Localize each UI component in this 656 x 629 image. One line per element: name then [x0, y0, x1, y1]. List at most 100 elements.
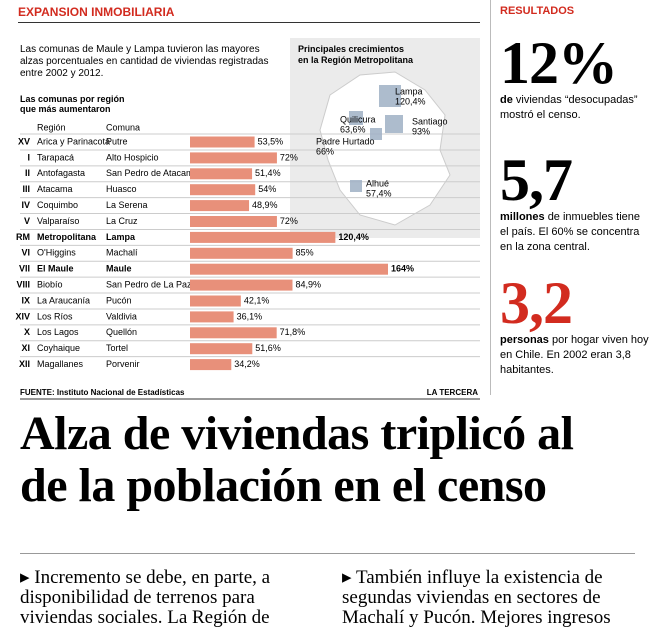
value-label: 84,9%: [296, 279, 322, 289]
result-figure: 5,7: [500, 147, 573, 213]
headline: Alza de viviendas triplicó al de la pobl…: [20, 407, 574, 512]
result: 3,2 personas por hogar viven hoy en Chile…: [500, 273, 650, 378]
value-label: 53,5%: [258, 136, 284, 146]
region-name: Magallanes: [37, 359, 84, 369]
region-code: IV: [21, 200, 30, 210]
chart: Principales crecimientos en la Región Met…: [15, 38, 480, 400]
region-code: XII: [19, 359, 30, 369]
region-code: XV: [18, 136, 30, 146]
result: 5,7 millones de inmuebles tiene el país. …: [500, 150, 650, 255]
result-text: de viviendas “desocupadas” mostró el cen…: [500, 93, 650, 123]
region-code: V: [24, 216, 30, 226]
region-code: VIII: [16, 279, 30, 289]
chart-title: Las comunas por región que más aumentaro…: [20, 94, 125, 114]
value-label: 120,4%: [338, 232, 369, 242]
result-figure: 3,2: [500, 270, 573, 336]
result-lead: de: [500, 94, 513, 106]
value-label: 48,9%: [252, 200, 278, 210]
region-code: VI: [21, 248, 30, 258]
region-name: Los Lagos: [37, 327, 79, 337]
rule: [20, 553, 635, 554]
map-marker: [385, 115, 403, 133]
comuna: Putre: [106, 136, 128, 146]
bar: [190, 168, 253, 180]
result-figure: 12%: [500, 30, 618, 96]
region-code: XI: [21, 343, 30, 353]
map-value: 120,4%: [395, 96, 426, 106]
body-column: ▸ Incremento se debe, en parte, a dispon…: [20, 567, 271, 628]
result-text: personas por hogar viven hoy en Chile. E…: [500, 333, 650, 378]
map-place: Padre Hurtado: [316, 136, 375, 146]
result-body: de inmuebles tiene el país. El 60% se co…: [500, 211, 641, 253]
map-place: Santiago: [412, 116, 448, 126]
comuna: San Pedro de La Paz: [106, 279, 192, 289]
source: FUENTE: Instituto Nacional de Estadístic…: [20, 388, 185, 397]
credit: LA TERCERA: [427, 388, 478, 397]
region-code: III: [22, 184, 30, 194]
value-label: 71,8%: [280, 327, 306, 337]
results: RESULTADOS 12% de viviendas “desocupadas”…: [500, 5, 650, 376]
comuna: La Cruz: [106, 216, 138, 226]
region-name: Atacama: [37, 184, 73, 194]
result-body: viviendas “desocupadas” mostró el censo.: [500, 94, 638, 121]
result-lead: millones: [500, 211, 545, 223]
region-code: IX: [21, 295, 30, 305]
region-name: El Maule: [37, 264, 74, 274]
region-name: Valparaíso: [37, 216, 79, 226]
section-label: EXPANSION INMOBILIARIA: [18, 5, 175, 19]
body-column: ▸ También influye la existencia de segun…: [342, 567, 611, 628]
region-name: Tarapacá: [37, 152, 74, 162]
bar: [190, 279, 293, 291]
region-code: VII: [19, 264, 30, 274]
value-label: 42,1%: [244, 295, 270, 305]
value-label: 36,1%: [237, 311, 263, 321]
comuna: Alto Hospicio: [106, 152, 159, 162]
region-name: Antofagasta: [37, 168, 85, 178]
result: 12% de viviendas “desocupadas” mostró el …: [500, 33, 650, 123]
region-name: Arica y Parinacota: [37, 136, 110, 146]
headline-line: Alza de viviendas triplicó al: [20, 407, 574, 460]
bar: [190, 247, 293, 259]
value-label: 85%: [296, 248, 314, 258]
comuna: San Pedro de Atacama: [106, 168, 199, 178]
map-value: 57,4%: [366, 188, 392, 198]
map-place: Lampa: [395, 86, 423, 96]
region-name: Coyhaique: [37, 343, 80, 353]
region-code: XIV: [15, 311, 30, 321]
map-marker: [379, 85, 401, 107]
map-place: Alhué: [366, 178, 389, 188]
result-body: por hogar viven hoy en Chile. En 2002 er…: [500, 334, 649, 376]
result-lead: personas: [500, 334, 549, 346]
region-name: Coquimbo: [37, 200, 78, 210]
divider: [490, 0, 491, 395]
bar: [190, 152, 277, 164]
region-name: Los Ríos: [37, 311, 73, 321]
region-code: RM: [16, 232, 30, 242]
region-name: La Araucanía: [37, 295, 90, 305]
headline-line: de la población en el censo: [20, 459, 547, 512]
map-place: Quilicura: [340, 114, 376, 124]
map-value: 66%: [316, 146, 334, 156]
bar: [190, 216, 277, 227]
bar: [190, 231, 336, 243]
column-header: Región: [37, 122, 66, 132]
column-text: También influye la existencia de segunda…: [342, 567, 611, 628]
region-code: I: [27, 152, 30, 162]
bar: [190, 295, 241, 307]
comuna: Huasco: [106, 184, 137, 194]
comuna: Porvenir: [106, 359, 140, 369]
bar: [190, 327, 277, 339]
bar: [190, 136, 255, 148]
comuna: Pucón: [106, 295, 132, 305]
comuna: Maule: [106, 264, 132, 274]
rule: [18, 22, 480, 23]
comuna: Tortel: [106, 343, 128, 353]
region-name: Metropolitana: [37, 232, 97, 242]
comuna: Quellón: [106, 327, 137, 337]
comuna: Lampa: [106, 232, 136, 242]
map-marker: [350, 180, 362, 192]
value-label: 164%: [391, 264, 414, 274]
value-label: 72%: [280, 152, 298, 162]
results-title: RESULTADOS: [500, 5, 575, 17]
